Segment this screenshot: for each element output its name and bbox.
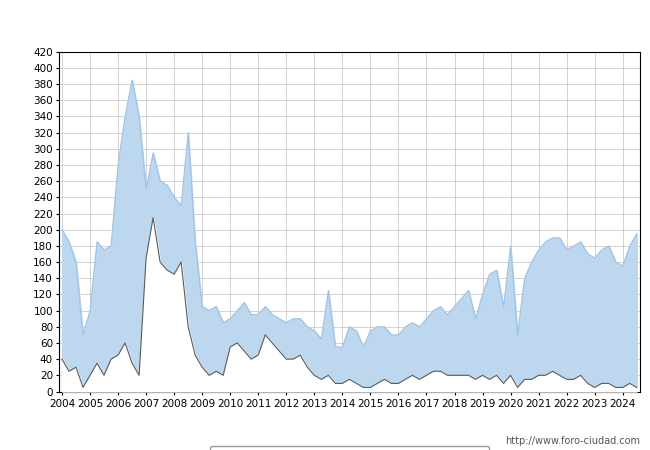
Text: Vila-real - Evolucion del Nº de Transacciones Inmobiliarias: Vila-real - Evolucion del Nº de Transacc… — [113, 16, 537, 31]
Text: http://www.foro-ciudad.com: http://www.foro-ciudad.com — [505, 436, 640, 446]
Legend: Viviendas Nuevas, Viviendas Usadas: Viviendas Nuevas, Viviendas Usadas — [210, 446, 489, 450]
